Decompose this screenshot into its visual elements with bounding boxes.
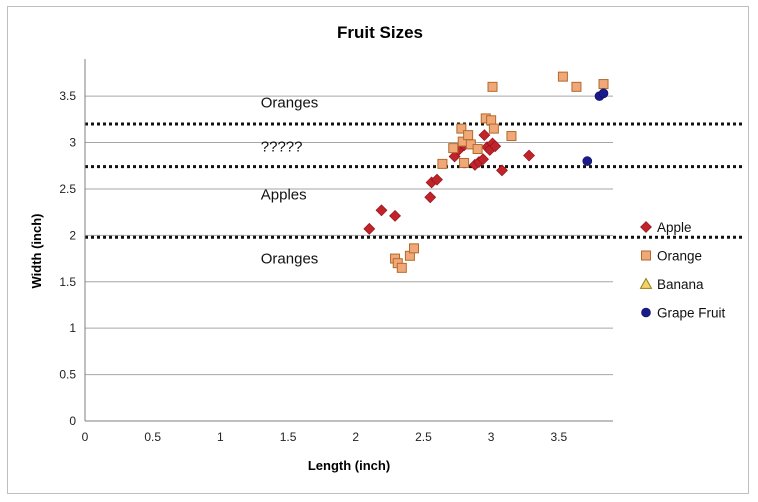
legend-label-grape-fruit: Grape Fruit [657, 306, 726, 321]
gridlines [85, 95, 613, 376]
legend-label-orange: Orange [657, 249, 702, 264]
orange-point [557, 71, 568, 82]
orange-point [598, 79, 609, 90]
orange-point [506, 131, 517, 142]
orange-point [472, 144, 483, 155]
legend-marker-apple [640, 221, 652, 233]
x-tick-label: 3 [488, 430, 495, 444]
region-labels: Oranges????? Apples Oranges [261, 95, 319, 268]
x-tick-label: 2.5 [415, 430, 432, 444]
x-tick-label: 1 [217, 430, 224, 444]
orange-point [396, 262, 407, 273]
orange-point [408, 243, 419, 254]
grape-fruit-point [598, 88, 609, 99]
legend-marker-banana [639, 277, 653, 289]
x-tick-label: 3.5 [551, 430, 568, 444]
y-tick-label: 0.5 [59, 368, 76, 382]
chart-title: Fruit Sizes [337, 23, 423, 42]
y-tick-label: 3.5 [59, 89, 76, 103]
orange-point [488, 123, 499, 134]
orange-point [459, 157, 470, 168]
region-label: ????? [261, 138, 303, 155]
apple-point [389, 209, 401, 222]
apple-point [478, 129, 491, 142]
x-axis-title: Length (inch) [308, 458, 390, 473]
legend-marker-grape-fruit [641, 307, 651, 318]
axes [84, 59, 613, 422]
apple-point [489, 140, 502, 153]
y-tick-label: 2.5 [59, 182, 76, 196]
legend-label-banana: Banana [657, 277, 704, 292]
orange-point [486, 115, 497, 126]
region-label: Apples [261, 187, 307, 204]
apple-point [424, 191, 437, 204]
chart-area: Fruit Sizes 0 0.5 1 1.5 2 2.5 3 3.5 0 0.5 1 1.5 2 2.5… [7, 6, 749, 494]
y-tick-label: 1 [69, 321, 76, 335]
y-tick-label: 3 [69, 136, 76, 150]
scatter-chart: Fruit Sizes 0 0.5 1 1.5 2 2.5 3 3.5 0 0.5 1 1.5 2 2.5… [29, 23, 744, 473]
x-tick-label: 0 [82, 430, 89, 444]
apple-point [375, 204, 388, 217]
orange-point [571, 81, 582, 92]
legend-label-apple: Apple [657, 220, 692, 235]
apple-point [363, 222, 376, 235]
orange-point [448, 143, 459, 154]
y-tick-label: 2 [69, 228, 76, 242]
x-tick-label: 1.5 [280, 430, 297, 444]
data-points [363, 71, 609, 273]
region-label: Oranges [261, 95, 319, 112]
orange-point [456, 123, 467, 134]
grape-fruit-point [582, 156, 593, 166]
y-tick-label: 1.5 [59, 275, 76, 289]
legend: Apple Orange Banana Grape Fruit [639, 220, 726, 321]
reference-lines [85, 122, 744, 239]
apple-point [431, 173, 443, 186]
tick-labels: 0 0.5 1 1.5 2 2.5 3 3.5 0 0.5 1 1.5 2 2.5 3 3.5 [59, 89, 567, 444]
y-axis-title: Width (inch) [29, 214, 44, 289]
orange-point [463, 130, 474, 141]
apple-point [477, 153, 489, 166]
x-tick-label: 0.5 [144, 430, 161, 444]
y-tick-label: 0 [69, 414, 76, 428]
apple-point [496, 164, 508, 177]
legend-marker-orange [641, 250, 651, 261]
apple-point [523, 149, 535, 162]
orange-point [487, 81, 498, 92]
region-label: Oranges [261, 251, 319, 268]
x-tick-label: 2 [352, 430, 359, 444]
orange-point [437, 158, 448, 169]
